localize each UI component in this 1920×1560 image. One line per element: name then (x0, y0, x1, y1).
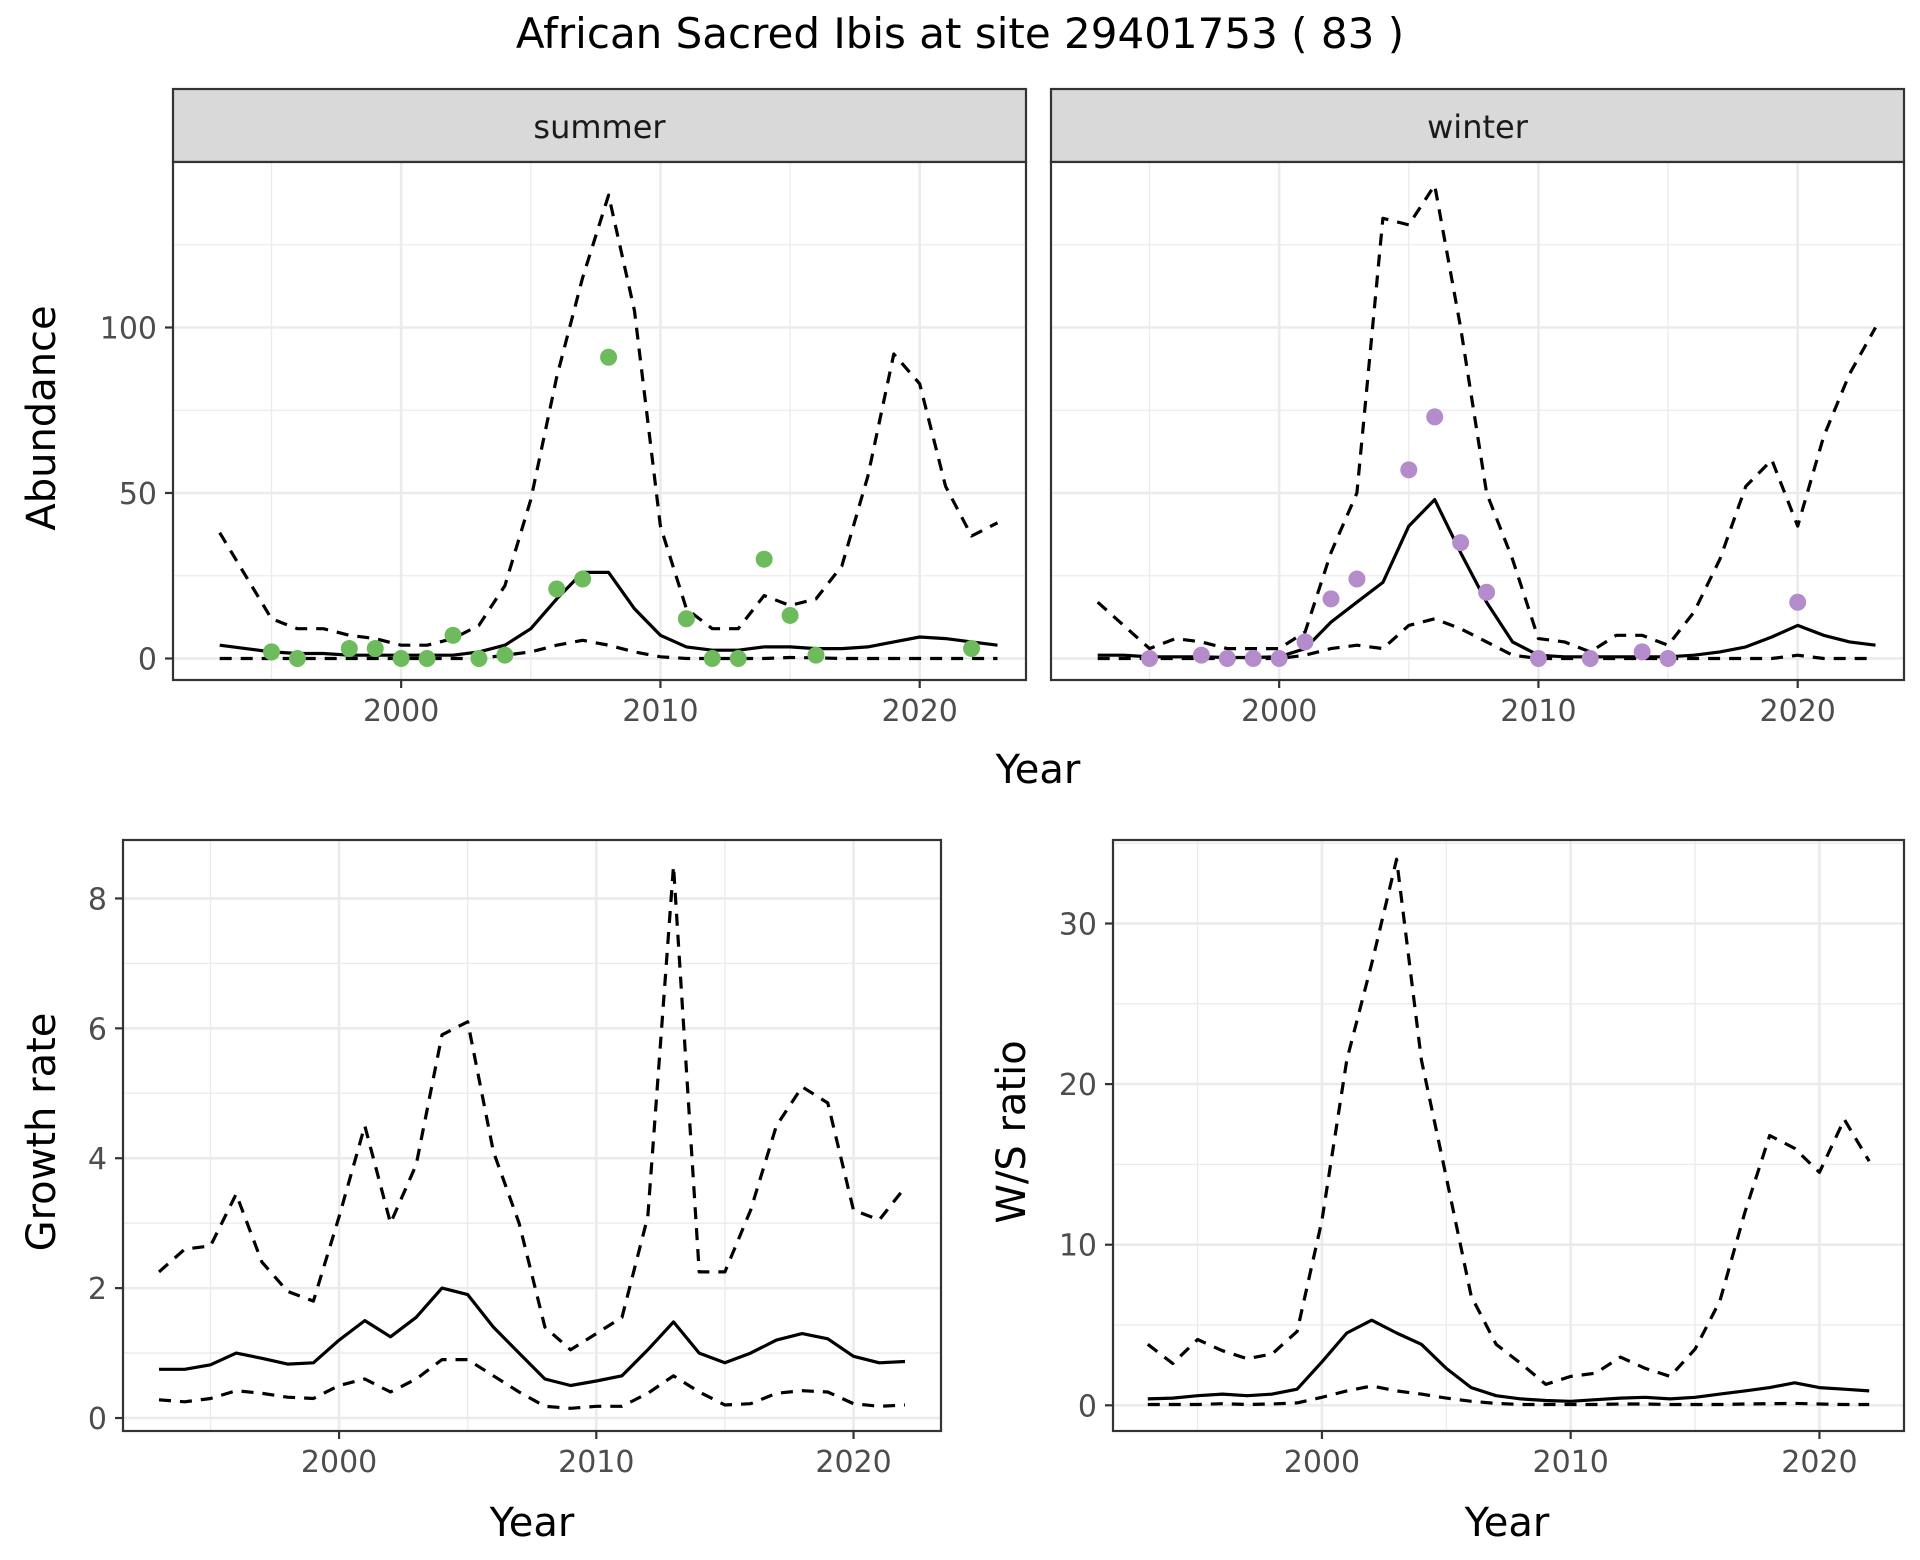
series-upper-line (218, 193, 999, 647)
y-tick-label: 50 (119, 477, 157, 512)
x-tick-label: 2010 (1500, 694, 1576, 729)
y-tick-label: 30 (1059, 908, 1097, 943)
y-tick-label: 2 (88, 1272, 107, 1307)
observed-point (1400, 461, 1418, 479)
y-tick-label: 8 (88, 882, 107, 917)
series-mean-line (159, 1286, 906, 1388)
strip-label-winter: winter (1427, 108, 1529, 146)
y-tick-label: 0 (88, 1402, 107, 1437)
observed-point (1244, 649, 1262, 667)
observed-point (1296, 633, 1314, 651)
observed-point (1789, 593, 1807, 611)
panel-background (123, 840, 941, 1431)
observed-point (574, 570, 592, 588)
y-tick-label: 0 (138, 642, 157, 677)
observed-point (1478, 583, 1496, 601)
series-lower-line (1147, 1384, 1870, 1407)
series-mean-line (1147, 1318, 1870, 1403)
x-axis-title-ws: Year (1464, 1500, 1550, 1546)
y-axis-title-abundance: Abundance (19, 305, 65, 530)
x-tick-label: 2020 (1781, 1445, 1857, 1480)
observed-point (600, 348, 618, 366)
series-lower-line (219, 638, 998, 661)
x-tick-label: 2000 (1284, 1445, 1360, 1480)
series-upper-line (1096, 183, 1877, 654)
observed-point (807, 646, 825, 664)
y-tick-label: 100 (100, 311, 157, 346)
x-tick-label: 2020 (882, 694, 958, 729)
observed-point (1659, 649, 1677, 667)
panel-background (1113, 840, 1904, 1431)
x-tick-label: 2000 (363, 694, 439, 729)
observed-point (392, 649, 410, 667)
panel-ws-ratio: 2000 2010 2020 0 10 20 30 (1059, 838, 1906, 1480)
y-tick-label: 10 (1059, 1229, 1097, 1264)
observed-point (1581, 649, 1599, 667)
y-axis-title-growth: Growth rate (19, 1013, 65, 1252)
observed-point (263, 643, 281, 661)
observed-point (288, 649, 306, 667)
observed-point (1633, 643, 1651, 661)
x-tick-label: 2010 (622, 694, 698, 729)
observed-point (1270, 649, 1288, 667)
figure-title: African Sacred Ibis at site 29401753 ( 8… (516, 9, 1404, 58)
observed-point (729, 649, 747, 667)
x-axis-title-growth: Year (489, 1500, 575, 1546)
observed-point (781, 606, 799, 624)
observed-point (444, 626, 462, 644)
panel-border (121, 838, 943, 1433)
observed-point (340, 640, 358, 658)
x-tick-label: 2010 (1533, 1445, 1609, 1480)
panel-growth-rate: 2000 2010 2020 0 2 4 6 8 (88, 838, 943, 1480)
x-tick-label: 2020 (815, 1445, 891, 1480)
observed-point (1426, 408, 1444, 426)
panel-winter: 2000 2010 2020 (1049, 160, 1906, 729)
observed-point (1348, 570, 1366, 588)
observed-point (677, 610, 695, 628)
panel-border (171, 160, 1028, 682)
observed-point (366, 640, 384, 658)
x-tick-label: 2020 (1760, 694, 1836, 729)
observed-point (1322, 590, 1340, 608)
panel-summer: 2000 2010 2020 0 50 100 (100, 160, 1028, 729)
observed-point (755, 550, 773, 568)
observed-point (496, 646, 514, 664)
x-axis-title-top: Year (995, 747, 1081, 793)
x-tick-label: 2010 (558, 1445, 634, 1480)
observed-point (418, 649, 436, 667)
observed-point (1218, 649, 1236, 667)
x-tick-label: 2000 (1241, 694, 1317, 729)
panel-border (1049, 160, 1906, 682)
y-axis-title-ws: W/S ratio (989, 1040, 1035, 1223)
strip-label-summer: summer (533, 108, 666, 146)
series-upper-line (157, 864, 907, 1352)
observed-point (1529, 649, 1547, 667)
panel-border (1111, 838, 1906, 1433)
y-tick-label: 20 (1059, 1068, 1097, 1103)
panel-background (173, 162, 1026, 680)
y-tick-label: 4 (88, 1142, 107, 1177)
observed-point (1452, 534, 1470, 552)
x-tick-label: 2000 (301, 1445, 377, 1480)
observed-point (703, 649, 721, 667)
observed-point (548, 580, 566, 598)
series-lower-line (158, 1357, 906, 1410)
strip-summer (171, 87, 1028, 164)
y-tick-label: 0 (1078, 1389, 1097, 1424)
observed-point (1141, 649, 1159, 667)
observed-point (1192, 646, 1210, 664)
y-tick-label: 6 (88, 1012, 107, 1047)
panel-background (1051, 162, 1904, 680)
observed-point (470, 649, 488, 667)
observed-point (963, 640, 981, 658)
